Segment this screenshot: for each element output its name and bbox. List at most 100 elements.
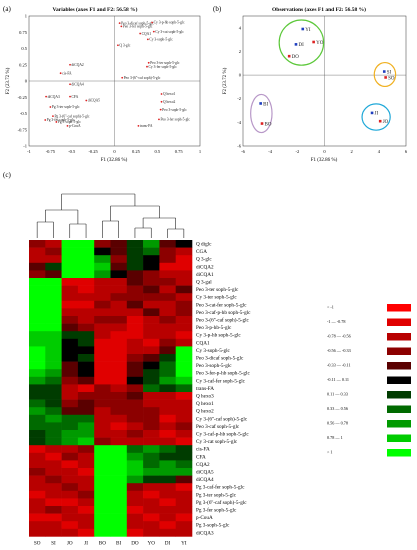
heatmap-cell <box>143 323 160 332</box>
observation-point <box>287 54 291 58</box>
heatmap-cell <box>61 247 79 256</box>
heatmap-cell <box>45 452 62 461</box>
heatmap-cell <box>110 483 128 492</box>
heatmap-cell <box>45 270 62 279</box>
heatmap-cell <box>126 331 144 340</box>
heatmap-cell <box>61 445 79 454</box>
observation-label: YI <box>305 28 311 33</box>
heatmap-cell <box>175 452 193 461</box>
heatmap-cell <box>159 399 176 408</box>
heatmap-cell <box>126 384 144 393</box>
heatmap-cell <box>143 240 160 248</box>
heatmap-cell <box>159 240 176 248</box>
y-tick-label: 0.5 <box>21 46 27 51</box>
heatmap-cell <box>110 369 128 378</box>
heatmap-cell <box>77 285 95 294</box>
heatmap-cell <box>143 361 160 370</box>
heatmap-cell <box>94 422 111 431</box>
heatmap-cell <box>29 354 46 362</box>
heatmap-cell <box>29 331 46 340</box>
heatmap-cell <box>94 437 111 446</box>
heatmap-cell <box>45 430 62 438</box>
heatmap-cell <box>143 506 160 514</box>
heatmap-cell <box>126 316 144 324</box>
heatmap-row-label: Peo 3-caf soph-5-glc <box>196 423 240 430</box>
heatmap-cell <box>110 384 128 393</box>
heatmap-cell <box>45 247 62 256</box>
x-tick-label: 0.75 <box>175 149 184 154</box>
heatmap-cell <box>143 460 160 469</box>
variable-label: diCQA2 <box>72 63 84 67</box>
heatmap-cell <box>94 354 111 362</box>
panel-b-groups <box>250 19 397 134</box>
heatmap-cell <box>77 384 95 393</box>
heatmap-cell <box>77 323 95 332</box>
heatmap-cell <box>110 270 128 279</box>
heatmap-cell <box>77 452 95 461</box>
heatmap-cell <box>159 255 176 264</box>
heatmap-cell <box>61 513 79 522</box>
heatmap-cell <box>126 445 144 454</box>
variable-point <box>69 95 71 98</box>
heatmap-cell <box>29 437 46 446</box>
heatmap-cell <box>143 521 160 530</box>
heatmap-cell <box>61 331 79 340</box>
variable-point <box>160 100 163 103</box>
group-ellipse <box>250 93 273 134</box>
variable-label: Peo 3-fer soph-5-glc <box>160 118 190 122</box>
heatmap-cell <box>77 513 95 522</box>
heatmap-cell <box>45 422 62 431</box>
heatmap-cell <box>94 278 111 286</box>
heatmap-cell <box>94 506 111 514</box>
heatmap-cell <box>94 308 111 317</box>
heatmap-column-label: SO <box>34 540 41 546</box>
heatmap-cell <box>29 490 46 499</box>
heatmap-cell <box>159 513 176 522</box>
variable-point <box>44 119 47 121</box>
heatmap-row-label: Peo 3-p-hb-5-glc <box>196 325 232 331</box>
heatmap-cell <box>94 338 111 347</box>
variable-label: CFA <box>72 95 79 99</box>
heatmap-cell <box>94 414 111 423</box>
heatmap-cell <box>175 384 193 393</box>
y-tick-label: 0.75 <box>19 30 28 35</box>
variable-point <box>121 76 124 79</box>
variable-point <box>117 44 119 47</box>
heatmap-cell <box>143 498 160 507</box>
heatmap-cell <box>29 346 46 355</box>
panel-b-ylabel: F2 (23.72 %) <box>223 67 228 94</box>
observation-label: DI <box>298 43 304 48</box>
heatmap-cell <box>94 498 111 507</box>
heatmap-cell <box>126 376 144 385</box>
heatmap-cell <box>175 392 193 400</box>
heatmap-cell <box>45 308 62 317</box>
heatmap-cell <box>29 430 46 438</box>
x-tick-label: 0 <box>323 149 326 154</box>
variable-label: Pg 3-(6''-caf soph)-5-glc <box>54 114 89 118</box>
heatmap-cell <box>77 521 95 530</box>
heatmap-cell <box>45 490 62 499</box>
heatmap-cell <box>175 490 193 499</box>
heatmap-cell <box>110 346 128 355</box>
group-ellipse <box>361 103 391 131</box>
heatmap-column-label: YI <box>181 540 187 546</box>
heatmap-cell <box>94 255 111 264</box>
legend-label: -0.56 — -0.33 <box>327 348 351 353</box>
legend-label: 0.11 — 0.33 <box>327 392 348 397</box>
heatmap-cell <box>143 376 160 385</box>
legend-swatch <box>387 333 411 341</box>
heatmap-cell <box>29 452 46 461</box>
heatmap-cell <box>94 270 111 279</box>
heatmap-cell <box>94 247 111 256</box>
heatmap-cell <box>94 240 111 248</box>
observation-point <box>294 43 298 46</box>
heatmap-cell <box>94 407 111 416</box>
heatmap-cell <box>126 270 144 279</box>
heatmap-cell <box>175 528 193 537</box>
variable-point <box>137 124 140 127</box>
heatmap-cell <box>29 521 46 530</box>
y-tick-label: 4 <box>239 25 242 30</box>
observation-label: JI <box>375 112 379 117</box>
heatmap-cell <box>126 407 144 416</box>
heatmap-cell <box>175 498 193 507</box>
